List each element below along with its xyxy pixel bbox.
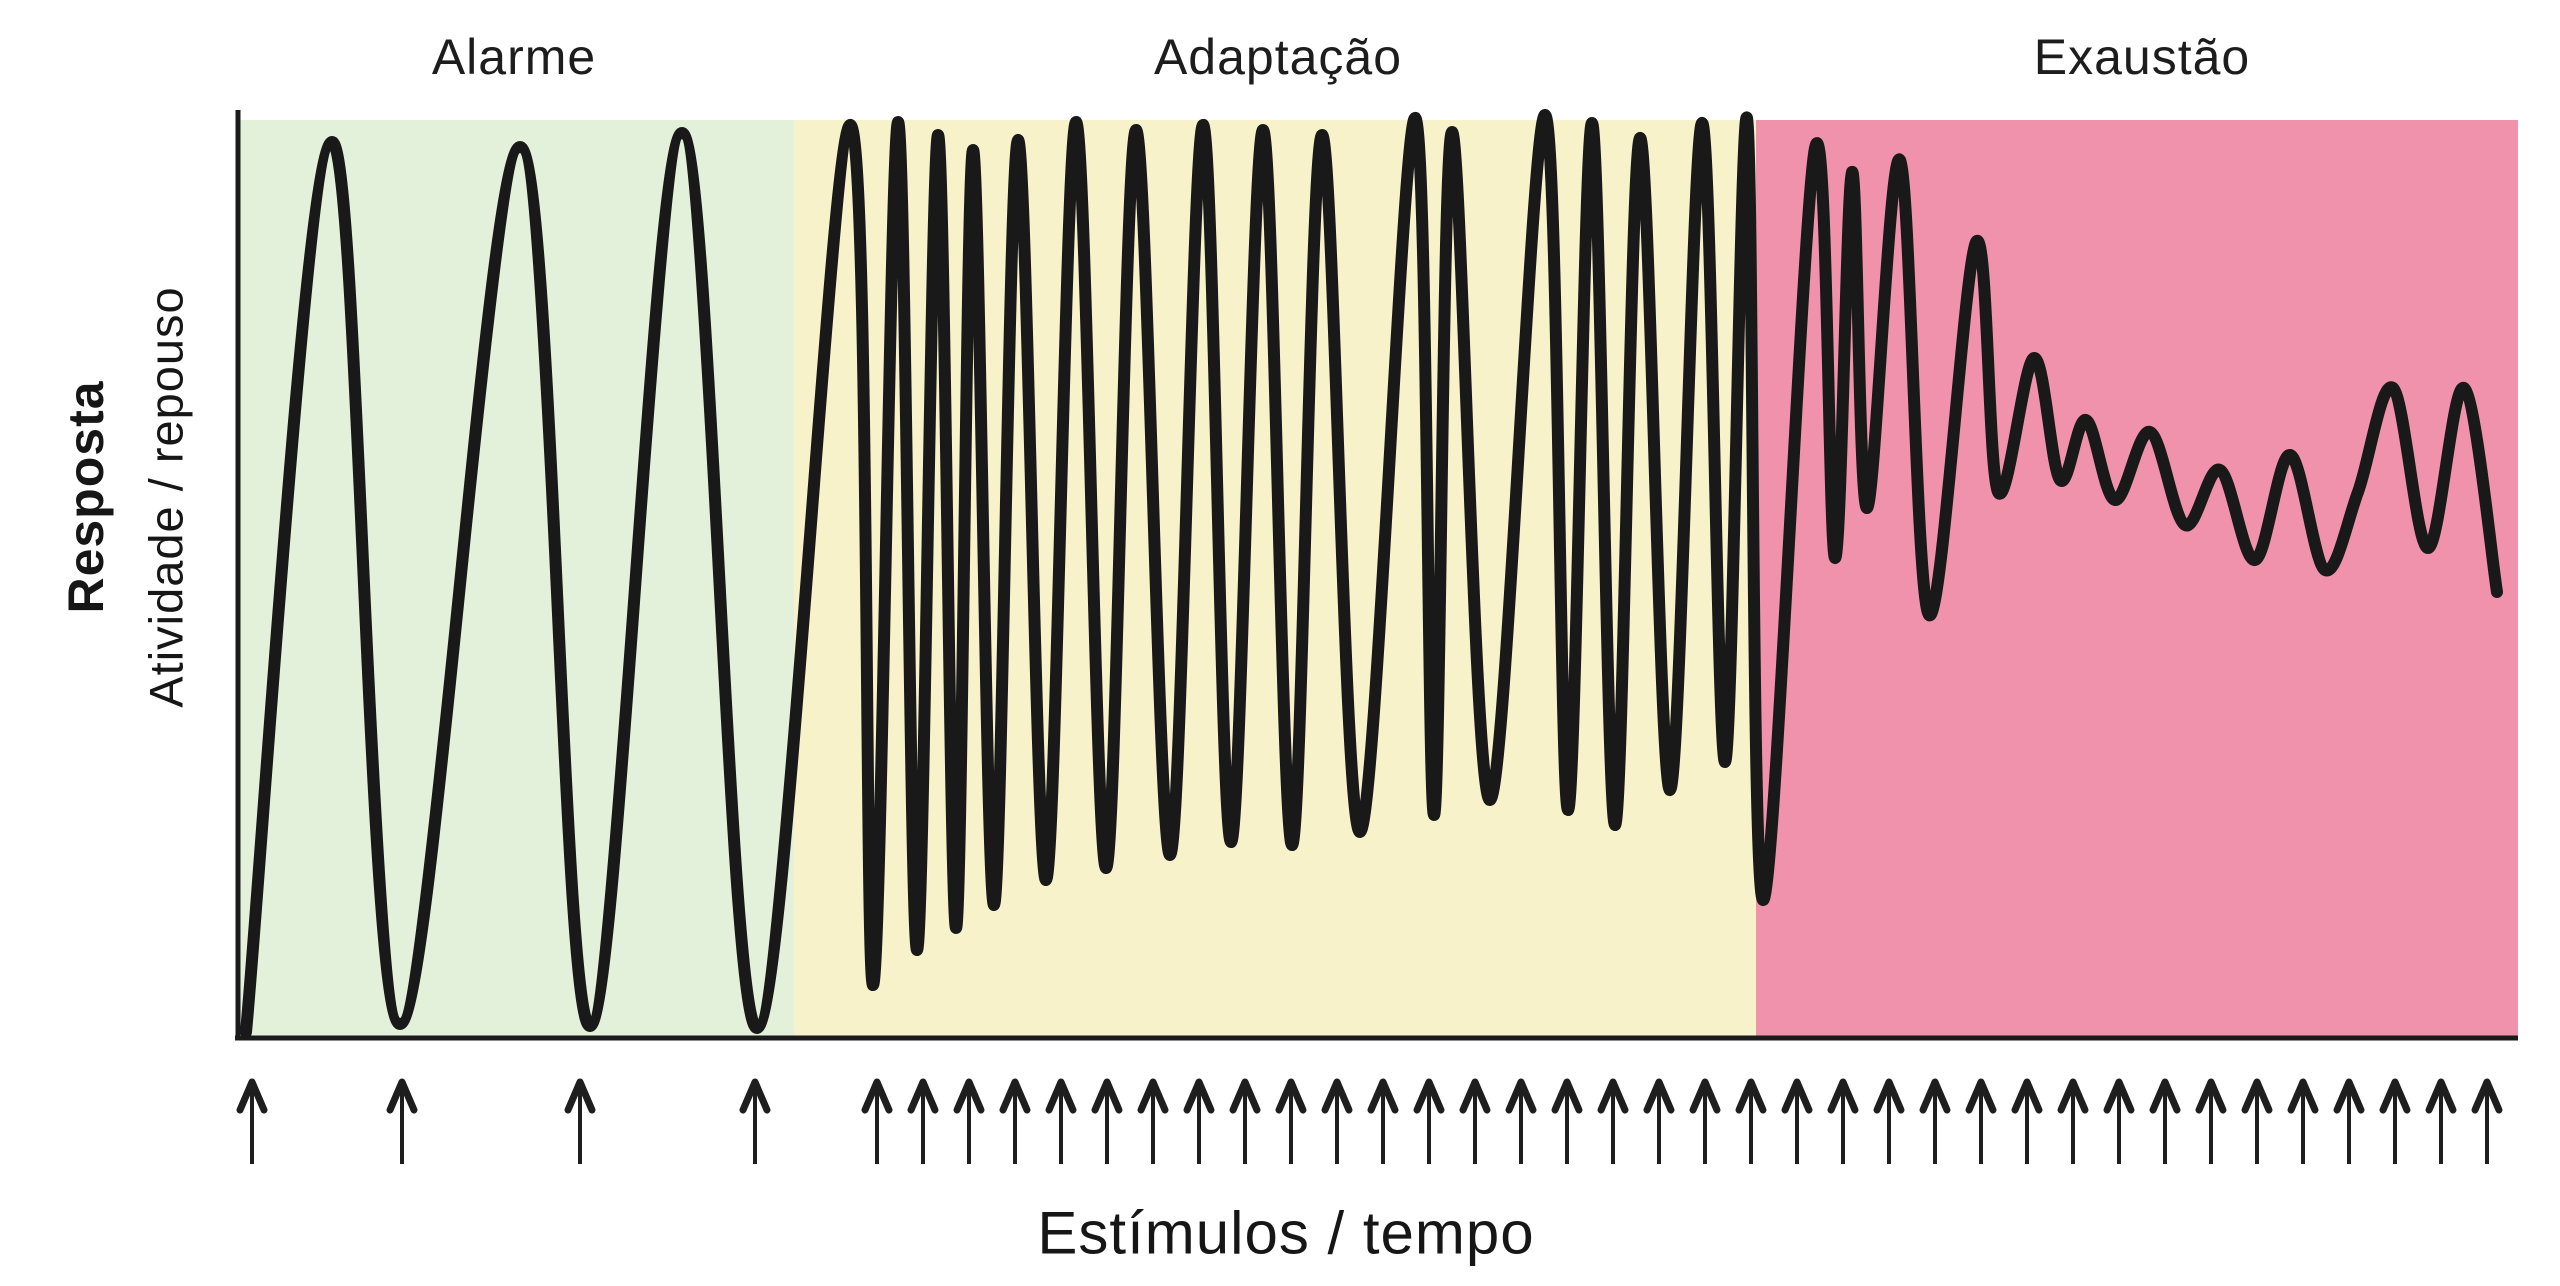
- y-axis-subtitle: Atividade / repouso: [139, 286, 193, 708]
- stimulus-arrow-head-32: [2149, 1078, 2181, 1114]
- stimulus-arrow-head-33: [2195, 1078, 2227, 1114]
- stimulus-arrow-head-11: [1183, 1078, 1215, 1114]
- stimulus-arrow-head-27: [1919, 1078, 1951, 1114]
- stimulus-arrow-head-34: [2241, 1078, 2273, 1114]
- stimulus-arrow-head-19: [1551, 1078, 1583, 1114]
- response-curve: [240, 108, 2503, 1038]
- stimulus-arrow-head-7: [999, 1078, 1031, 1114]
- stimulus-arrow-head-20: [1597, 1078, 1629, 1114]
- stimulus-arrow-head-39: [2471, 1078, 2503, 1114]
- stimulus-arrow-head-17: [1459, 1078, 1491, 1114]
- stimulus-arrow-head-0: [236, 1078, 268, 1114]
- stimulus-arrow-head-5: [907, 1078, 939, 1114]
- stimulus-arrow-head-21: [1643, 1078, 1675, 1114]
- stimulus-arrow-head-24: [1781, 1078, 1813, 1114]
- stimulus-arrow-head-36: [2333, 1078, 2365, 1114]
- phase-label-exaustao: Exaustão: [2033, 29, 2251, 85]
- stimulus-arrow-head-31: [2103, 1078, 2135, 1114]
- stimulus-arrow-head-3: [739, 1078, 771, 1114]
- stimulus-arrow-head-35: [2287, 1078, 2319, 1114]
- stimulus-arrow-head-30: [2057, 1078, 2089, 1114]
- phase-band-0: [240, 120, 794, 1036]
- phase-label-alarme: Alarme: [431, 29, 597, 85]
- stimulus-arrow-head-38: [2425, 1078, 2457, 1114]
- phase-band-2: [1756, 120, 2518, 1036]
- stimulus-arrow-head-12: [1229, 1078, 1261, 1114]
- stimulus-arrow-head-6: [953, 1078, 985, 1114]
- stimulus-arrow-head-4: [861, 1078, 893, 1114]
- stimulus-arrow-head-18: [1505, 1078, 1537, 1114]
- stimulus-arrow-head-26: [1873, 1078, 1905, 1114]
- stimulus-arrow-head-25: [1827, 1078, 1859, 1114]
- stimulus-arrow-head-37: [2379, 1078, 2411, 1114]
- x-axis-title: Estímulos / tempo: [1037, 1199, 1535, 1267]
- stimulus-arrow-head-28: [1965, 1078, 1997, 1114]
- stimulus-arrow-head-22: [1689, 1078, 1721, 1114]
- stimulus-arrow-head-10: [1137, 1078, 1169, 1114]
- stimulus-arrow-head-23: [1735, 1078, 1767, 1114]
- stimulus-arrow-head-14: [1321, 1078, 1353, 1114]
- stimulus-arrow-head-2: [564, 1078, 596, 1114]
- stimulus-arrow-head-1: [386, 1078, 418, 1114]
- stimulus-arrow-head-8: [1045, 1078, 1077, 1114]
- phase-label-adaptacao: Adaptação: [1153, 29, 1403, 85]
- stimulus-arrow-head-29: [2011, 1078, 2043, 1114]
- stimulus-arrow-head-16: [1413, 1078, 1445, 1114]
- stimulus-arrow-head-13: [1275, 1078, 1307, 1114]
- stimulus-arrow-head-9: [1091, 1078, 1123, 1114]
- stimulus-arrow-head-15: [1367, 1078, 1399, 1114]
- y-axis-title: Resposta: [58, 380, 114, 614]
